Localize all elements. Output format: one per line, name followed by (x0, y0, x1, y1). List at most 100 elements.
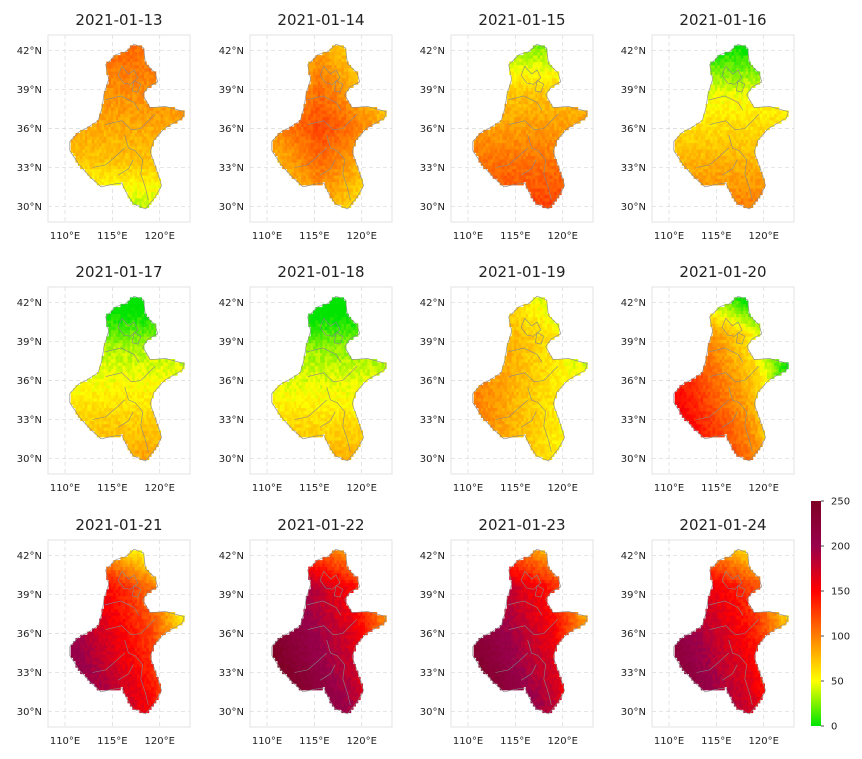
aqi-cell (705, 123, 709, 127)
aqi-cell (89, 427, 93, 431)
aqi-cell (726, 77, 730, 82)
aqi-cell (158, 123, 162, 127)
aqi-cell (755, 110, 758, 114)
aqi-cell (497, 129, 501, 134)
aqi-cell (103, 178, 107, 183)
aqi-cell (115, 178, 119, 183)
aqi-cell (539, 168, 543, 173)
aqi-cell (705, 139, 709, 144)
aqi-cell (523, 159, 527, 163)
aqi-cell (509, 149, 512, 153)
aqi-cell (738, 116, 742, 121)
aqi-cell (350, 184, 354, 189)
aqi-cell (129, 165, 133, 170)
aqi-cell (745, 129, 749, 134)
aqi-cell (731, 110, 735, 114)
aqi-cell (136, 110, 140, 114)
aqi-cell (490, 129, 494, 134)
aqi-cell (478, 142, 482, 147)
aqi-cell (115, 123, 119, 127)
aqi-cell (674, 146, 678, 150)
aqi-cell (688, 159, 692, 163)
aqi-cell (122, 97, 126, 101)
aqi-cell (544, 71, 548, 75)
aqi-cell (733, 81, 737, 85)
aqi-cell (139, 84, 143, 88)
aqi-cell (113, 87, 117, 92)
aqi-cell (141, 181, 145, 186)
aqi-cell (497, 168, 501, 173)
aqi-cell (750, 136, 754, 140)
aqi-cell (148, 178, 152, 183)
aqi-cell (554, 120, 557, 124)
aqi-cell (733, 107, 737, 111)
aqi-cell (485, 155, 489, 160)
province-border (306, 95, 342, 111)
aqi-cell (113, 74, 117, 79)
aqi-cell (315, 61, 319, 66)
aqi-cell (726, 61, 730, 66)
aqi-cell (315, 162, 319, 166)
aqi-cell (77, 401, 81, 405)
aqi-cell (736, 48, 739, 53)
aqi-cell (568, 107, 572, 111)
aqi-cell (733, 113, 737, 118)
aqi-cell (108, 142, 112, 147)
aqi-cell (317, 113, 321, 118)
aqi-cell (733, 191, 737, 196)
aqi-cell (103, 155, 107, 160)
aqi-cell (537, 159, 541, 163)
aqi-cell (705, 162, 709, 166)
aqi-cell (707, 168, 711, 173)
aqi-cell (521, 94, 524, 98)
aqi-cell (502, 146, 505, 150)
aqi-cell (693, 152, 697, 157)
aqi-cell (724, 84, 728, 88)
aqi-cell (101, 391, 105, 396)
aqi-cell (542, 159, 546, 163)
aqi-cell (341, 116, 345, 121)
aqi-cell (551, 191, 555, 196)
aqi-cell (717, 181, 721, 186)
aqi-cell (369, 123, 373, 127)
aqi-cell (369, 107, 373, 111)
aqi-cell (570, 110, 574, 114)
aqi-cell (134, 142, 138, 147)
aqi-cell (714, 87, 718, 92)
aqi-cell (535, 129, 538, 134)
aqi-cell (129, 159, 133, 163)
aqi-cell (684, 159, 687, 163)
aqi-cell (712, 172, 716, 176)
aqi-cell (87, 159, 91, 163)
aqi-cell (367, 107, 371, 111)
y-tick-label: 33°N (17, 163, 42, 174)
aqi-cell (743, 133, 747, 137)
aqi-cell (291, 129, 295, 134)
aqi-cell (487, 146, 491, 150)
aqi-cell (492, 175, 496, 179)
aqi-cell (320, 123, 323, 127)
aqi-cell (122, 142, 126, 147)
aqi-cell (525, 133, 529, 137)
aqi-cell (360, 123, 364, 127)
aqi-cell (509, 68, 512, 72)
aqi-cell (738, 188, 742, 192)
aqi-cell (731, 120, 735, 124)
aqi-cell (115, 133, 119, 137)
aqi-cell (740, 113, 744, 118)
aqi-cell (511, 116, 515, 121)
aqi-cell (144, 181, 147, 186)
aqi-cell (101, 433, 105, 438)
aqi-cell (320, 87, 323, 92)
aqi-cell (554, 175, 557, 179)
aqi-cell (289, 142, 293, 147)
aqi-cell (547, 103, 550, 108)
aqi-cell (717, 162, 721, 166)
aqi-cell (315, 55, 319, 59)
aqi-cell (353, 81, 356, 85)
aqi-cell (343, 113, 347, 118)
aqi-cell (87, 172, 91, 176)
aqi-cell (745, 201, 749, 205)
aqi-cell (108, 61, 112, 66)
aqi-cell (480, 139, 484, 144)
